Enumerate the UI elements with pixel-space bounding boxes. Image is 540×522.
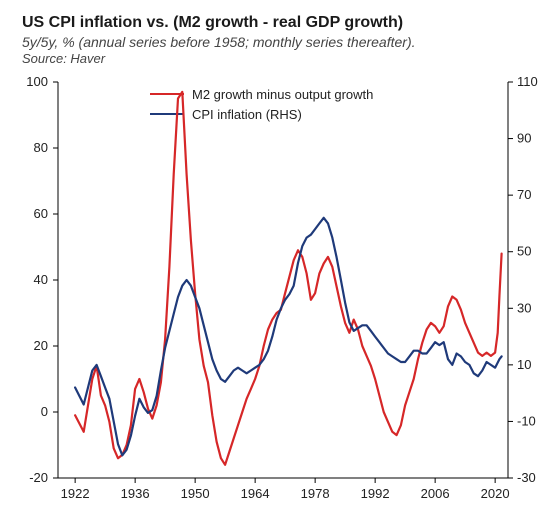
series-cpi_inflation_rhs (75, 218, 502, 456)
y-right-tick-label: -10 (517, 413, 536, 428)
chart-plot: -20 0 20 40 60 80 100 -30 -10 10 30 50 70 90 110 1922 19… (0, 0, 540, 522)
y-left-tick-label: 40 (34, 272, 48, 287)
y-right-tick-label: 110 (517, 74, 538, 89)
y-left-tick-label: 100 (26, 74, 48, 89)
x-tick-label: 1964 (241, 486, 270, 501)
series-m2_minus_output (75, 92, 502, 465)
x-tick-label: 1992 (361, 486, 390, 501)
y-left-tick-label: 0 (41, 404, 48, 419)
y-left-tick-label: 20 (34, 338, 48, 353)
y-right-tick-label: 10 (517, 357, 531, 372)
x-tick-label: 1978 (301, 486, 330, 501)
x-tick-label: 1950 (181, 486, 210, 501)
y-left-tick-label: 80 (34, 140, 48, 155)
y-right-tick-label: 70 (517, 187, 531, 202)
y-left-tick-label: 60 (34, 206, 48, 221)
x-tick-label: 1936 (121, 486, 150, 501)
y-right-tick-label: -30 (517, 470, 536, 485)
y-right-tick-label: 50 (517, 244, 531, 259)
x-tick-label: 2020 (481, 486, 510, 501)
y-right-tick-label: 90 (517, 131, 531, 146)
y-left-tick-label: -20 (29, 470, 48, 485)
x-tick-label: 2006 (421, 486, 450, 501)
chart-container: US CPI inflation vs. (M2 growth - real G… (0, 0, 540, 522)
x-tick-label: 1922 (61, 486, 90, 501)
y-right-tick-label: 30 (517, 300, 531, 315)
